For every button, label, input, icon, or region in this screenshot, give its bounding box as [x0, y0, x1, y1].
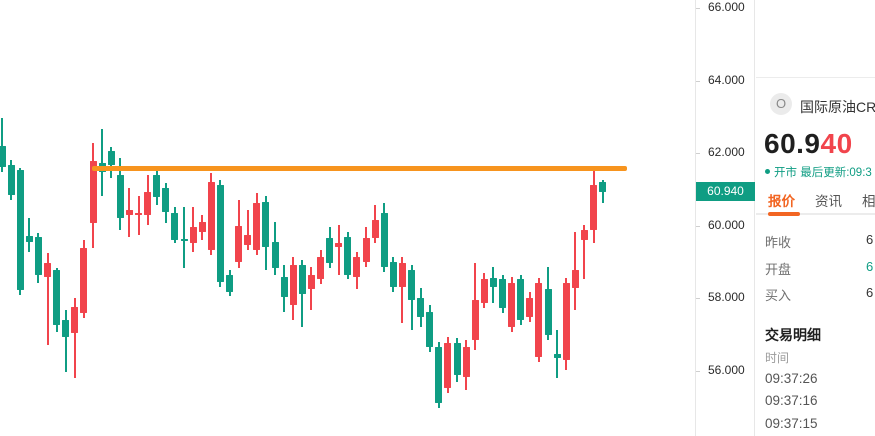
price-main: 60.9: [764, 128, 821, 159]
axis-tick-label: 58.000: [708, 290, 745, 305]
instrument-avatar: O: [770, 93, 792, 115]
price-changed-digits: 40: [820, 128, 853, 159]
market-open-dot-icon: [765, 169, 770, 174]
tab-related[interactable]: 相关: [862, 194, 875, 209]
axis-tick: [696, 225, 700, 227]
quote-tabs: 报价 资讯 相关: [756, 190, 875, 217]
quote-info-rows: 昨收 6 开盘 6 买入 6: [765, 228, 875, 308]
tab-news[interactable]: 资讯: [815, 194, 842, 209]
axis-tick-label: 62.000: [708, 145, 745, 160]
stat-label: 开盘: [765, 261, 792, 277]
quote-stat-row: 买入 6: [765, 281, 875, 308]
quote-stat-row: 开盘 6: [765, 255, 875, 282]
trade-time-row: 09:37:15: [765, 415, 818, 431]
quote-panel: O 国际原油CR 60.940 开市 最后更新:09:3 报价资讯相关 昨收6开…: [756, 0, 875, 436]
tab-quote[interactable]: 报价: [768, 194, 795, 209]
market-status-row: 开市 最后更新:09:3: [765, 164, 872, 180]
stat-value: 6: [866, 232, 874, 247]
stat-label: 昨收: [765, 235, 792, 250]
tab-track: [756, 213, 875, 215]
trade-time-row: 09:37:16: [765, 393, 818, 409]
axis-tick-label: 66.000: [708, 0, 745, 14]
last-price: 60.940: [764, 128, 853, 160]
current-price-badge: 60.940: [696, 182, 755, 202]
axis-tick-label: 56.000: [708, 363, 745, 378]
active-tab-indicator: [768, 212, 800, 216]
axis-tick: [696, 298, 700, 300]
market-status-label: 开市: [774, 167, 797, 179]
axis-tick: [696, 7, 700, 9]
axis-tick: [696, 153, 700, 155]
stat-value: 6: [866, 258, 874, 274]
panel-divider: [756, 77, 875, 78]
axis-tick: [696, 371, 700, 373]
candlestick-chart[interactable]: [0, 0, 695, 436]
resistance-line[interactable]: [92, 165, 627, 171]
last-update-label: 最后更新:09:3: [800, 167, 872, 179]
stat-label: 买入: [765, 288, 792, 303]
axis-tick-label: 64.000: [708, 72, 745, 87]
price-axis[interactable]: 60.940 66.000 64.000 62.000 60.000 58.000 56.…: [695, 0, 755, 436]
trade-detail-title: 交易明细: [765, 327, 821, 343]
quote-stat-row: 昨收 6: [765, 228, 875, 255]
trade-time-row: 09:37:26: [765, 371, 818, 386]
stat-value: 6: [866, 285, 874, 300]
instrument-title: 国际原油CR: [800, 99, 875, 115]
axis-tick: [696, 80, 700, 82]
time-column-header: 时间: [765, 351, 790, 365]
axis-tick-label: 60.000: [708, 217, 745, 232]
